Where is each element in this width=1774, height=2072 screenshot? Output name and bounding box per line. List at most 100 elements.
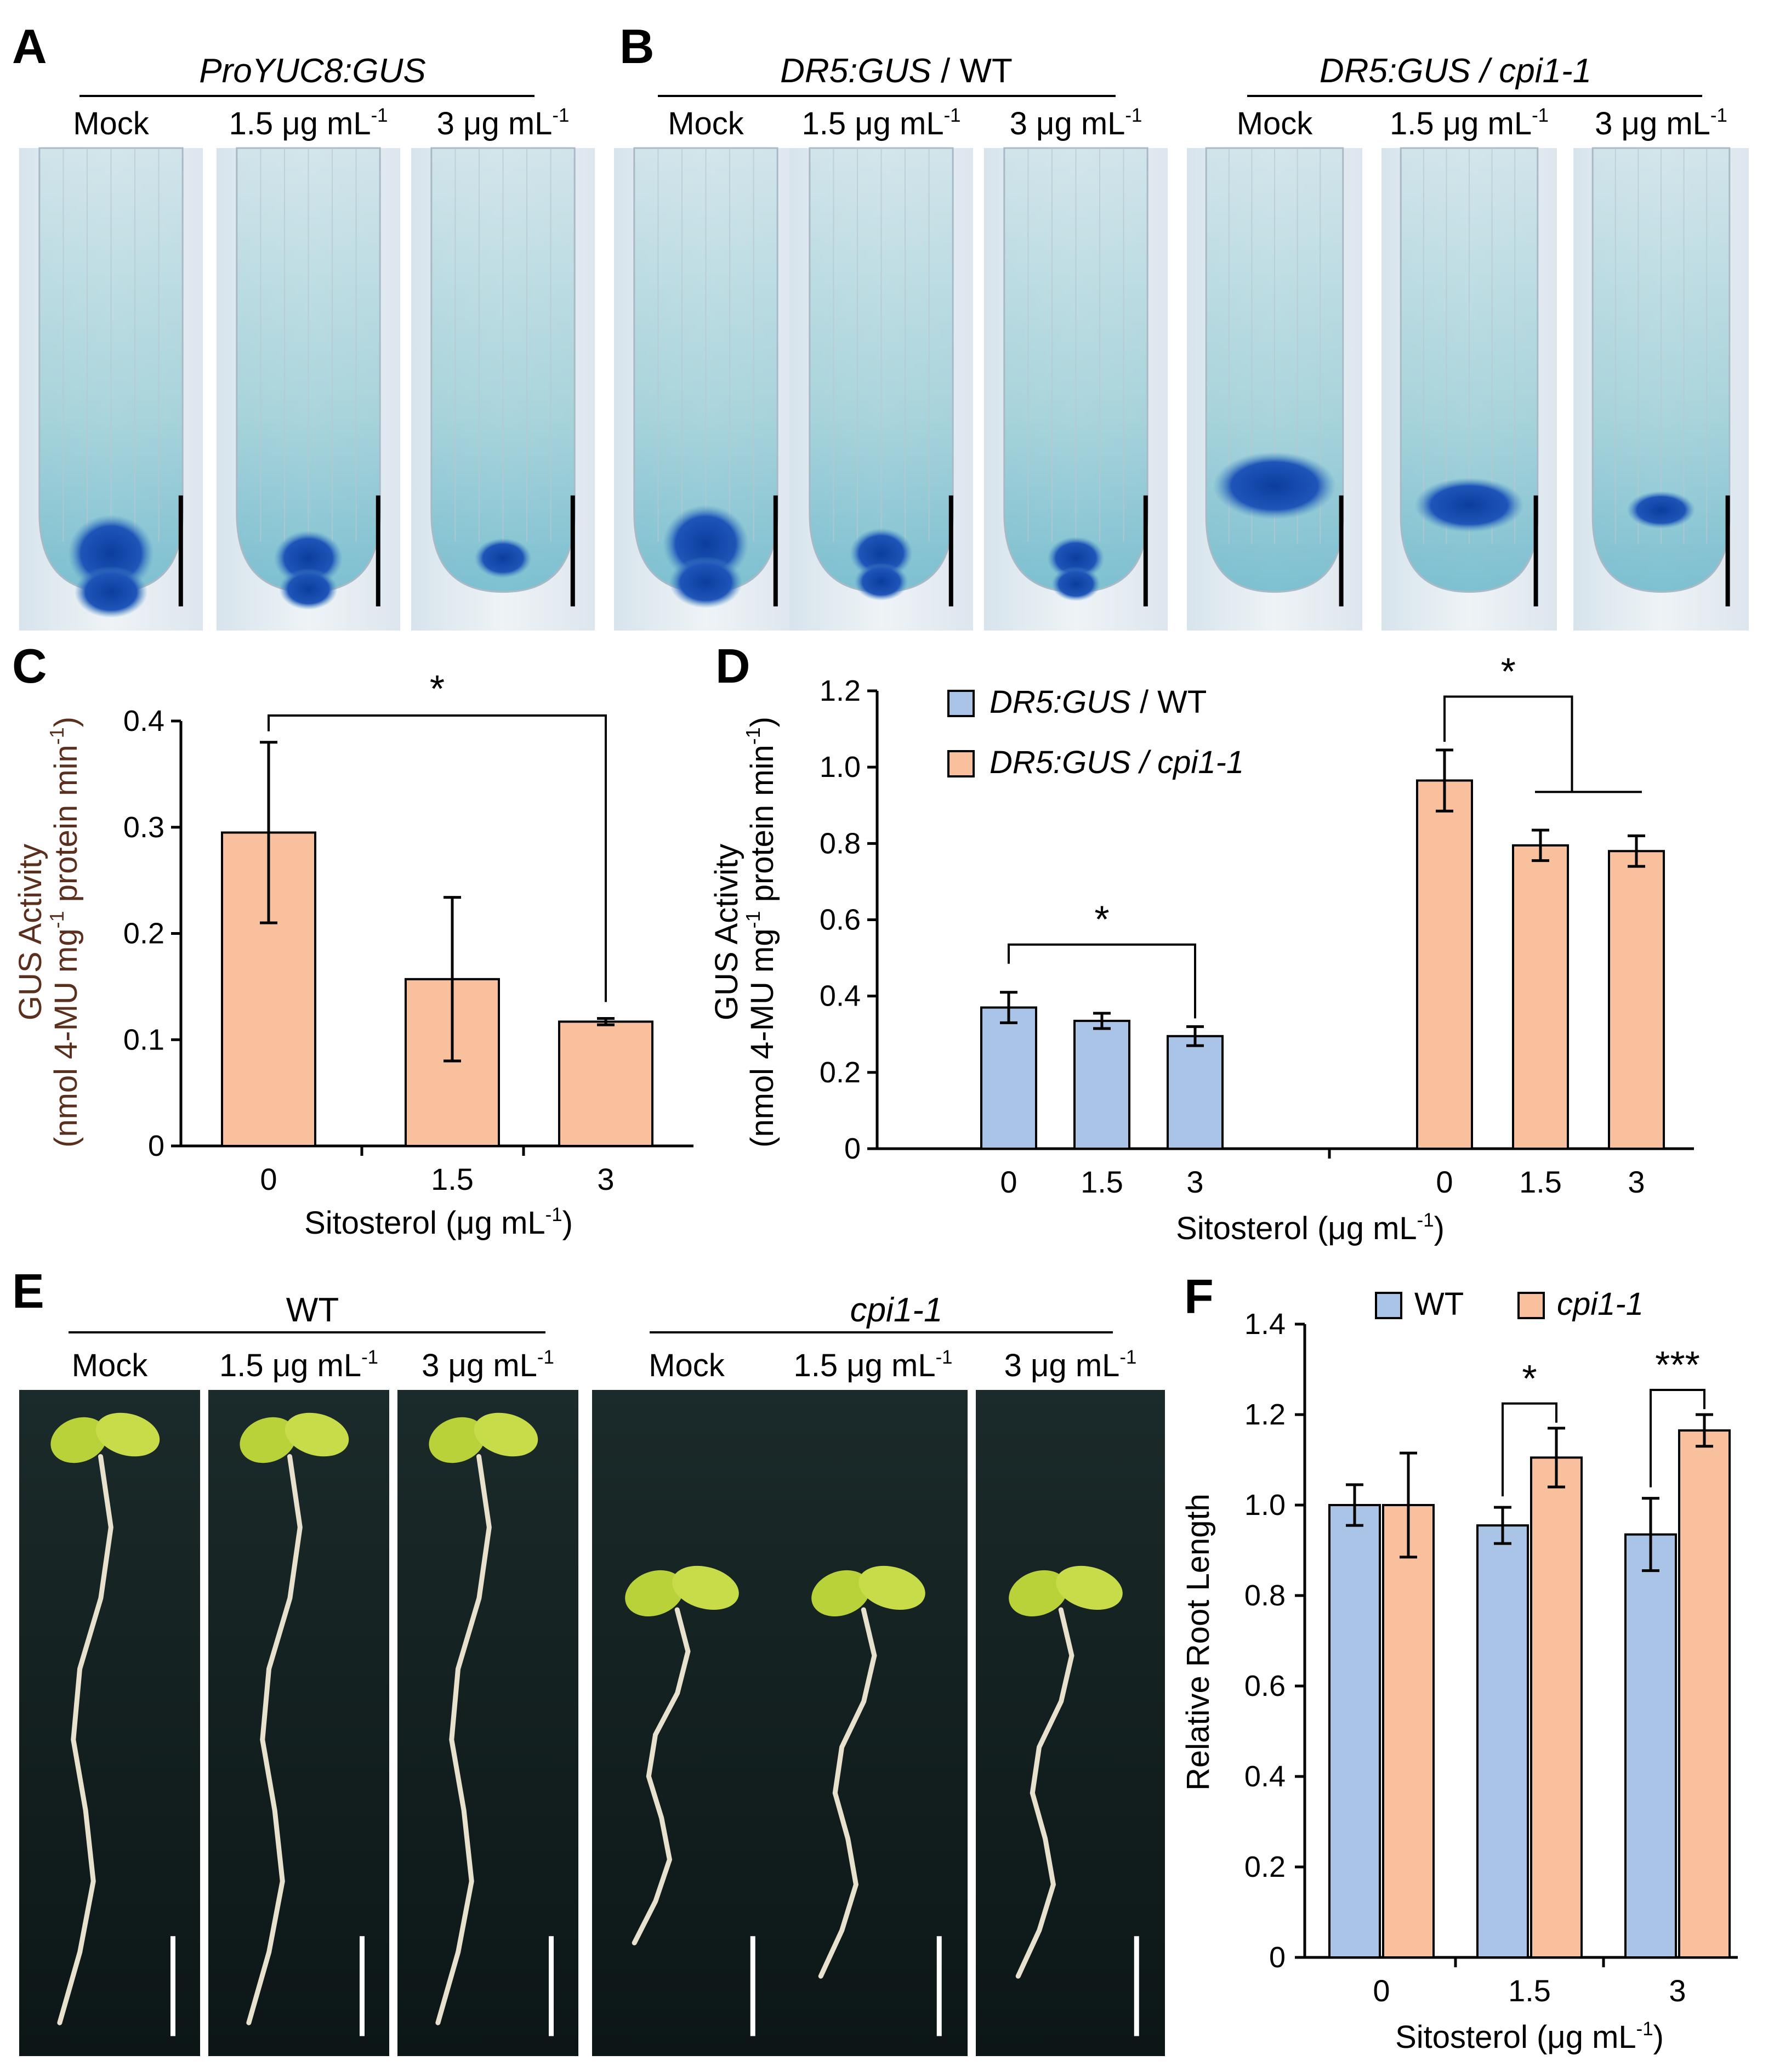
seedling-root bbox=[246, 1454, 303, 2025]
chart-f-legend-label: cpi1-1 bbox=[1557, 1286, 1644, 1322]
seedling-root bbox=[1015, 1607, 1074, 1979]
treatment-label-mock: Mock bbox=[668, 106, 744, 141]
panel-b-group-title-cpi: DR5:GUS / cpi1-1 bbox=[1320, 52, 1591, 90]
chart-c-x-axis-label: Sitosterol (μg mL-1) bbox=[304, 1204, 573, 1241]
chart-f-significance-label: * bbox=[1522, 1357, 1537, 1400]
chart-d-significance-bracket bbox=[1443, 695, 1573, 792]
chart-c: 0 0.1 0.2 0.3 0.4 0 1.5 3 * GUS Activity (nmol 4-M… bbox=[13, 667, 693, 1241]
treatment-label-mock: Mock bbox=[72, 1348, 149, 1383]
chart-d: 0 0.2 0.4 0.6 0.8 1.0 1.2 0 1.5 3 0 1.5 3 * * DR5:GUS /… bbox=[709, 650, 1694, 1246]
seedling-root bbox=[632, 1607, 691, 1945]
y-axis-label-line1: GUS Activity bbox=[13, 844, 48, 1020]
chart-d-y-tick-label: 0.6 bbox=[820, 904, 861, 936]
chart-f-y-axis-label: Relative Root Length bbox=[1180, 1494, 1216, 1791]
chart-d-bar bbox=[1073, 1019, 1130, 1150]
chart-f-legend-swatch bbox=[1517, 1292, 1545, 1319]
treatment-label-dose: 3 μg mL-1 bbox=[437, 105, 570, 141]
chart-d-x-tick-label: 0 bbox=[1436, 1165, 1453, 1199]
seedling-root bbox=[57, 1454, 113, 2025]
chart-c-x-tick-label: 0 bbox=[260, 1162, 277, 1196]
treatment-label-mock: Mock bbox=[73, 106, 150, 141]
cotyledon bbox=[1056, 1565, 1123, 1610]
chart-d-legend-swatch bbox=[947, 690, 975, 717]
chart-d-y-tick-label: 1.0 bbox=[820, 751, 861, 784]
chart-c-x-tick-label: 1.5 bbox=[431, 1162, 474, 1196]
chart-f-y-tick-label: 0.8 bbox=[1244, 1579, 1286, 1612]
chart-f: 00.20.40.60.81.01.21.40 1.5 3* ***WT cpi1-1R… bbox=[1180, 1286, 1738, 2055]
cotyledon bbox=[1009, 1570, 1068, 1617]
chart-f-bar bbox=[1382, 1504, 1435, 1959]
chart-c-y-tick-label: 0.1 bbox=[123, 1023, 164, 1056]
chart-d-significance-label: * bbox=[1501, 650, 1516, 692]
seedling-photo bbox=[208, 1390, 389, 2056]
chart-f-bar bbox=[1328, 1504, 1381, 1959]
seedling-root bbox=[818, 1607, 877, 1979]
chart-c-y-tick-label: 0.4 bbox=[123, 705, 164, 737]
chart-f-legend-swatch bbox=[1375, 1292, 1402, 1319]
chart-c-significance-label: * bbox=[430, 667, 445, 710]
root-micrograph bbox=[614, 147, 798, 631]
treatment-label-dose: 3 μg mL-1 bbox=[422, 1347, 554, 1383]
root-micrograph bbox=[217, 147, 400, 631]
panel-b-group-title-wt: DR5:GUS / WT bbox=[780, 52, 1013, 90]
chart-c-bar bbox=[558, 1020, 653, 1147]
root-micrograph bbox=[411, 147, 595, 631]
root-micrograph bbox=[984, 147, 1168, 631]
seedling-photo bbox=[778, 1390, 968, 2056]
treatment-label-mock: Mock bbox=[649, 1348, 725, 1383]
chart-f-significance-bracket bbox=[1502, 1402, 1557, 1497]
root-micrograph bbox=[19, 147, 203, 631]
chart-f-x-tick-label: 0 bbox=[1373, 1973, 1390, 2008]
chart-d-legend-label: DR5:GUS / WT bbox=[990, 684, 1207, 720]
chart-c-y-tick-label: 0.2 bbox=[123, 917, 164, 950]
chart-f-legend-label: WT bbox=[1414, 1286, 1464, 1322]
y-axis-label-line2: (nmol 4-MU mg-1 protein min-1) bbox=[46, 717, 84, 1148]
seedling-photo bbox=[397, 1390, 578, 2056]
chart-d-significance-bracket bbox=[1008, 943, 1196, 1019]
chart-d-x-tick-label: 3 bbox=[1186, 1165, 1203, 1199]
chart-f-y-tick-label: 1.4 bbox=[1244, 1308, 1286, 1341]
y-axis-label-line1: GUS Activity bbox=[709, 844, 744, 1020]
treatment-label-dose: 1.5 μg mL-1 bbox=[801, 105, 960, 141]
chart-f-y-tick-label: 0.2 bbox=[1244, 1850, 1286, 1883]
root-micrograph bbox=[789, 147, 973, 631]
chart-f-bar bbox=[1476, 1524, 1529, 1959]
chart-f-bar bbox=[1678, 1429, 1731, 1959]
panel-a-group-title: ProYUC8:GUS bbox=[199, 52, 425, 90]
panel-letter-d: D bbox=[715, 639, 750, 693]
root-micrograph bbox=[1381, 147, 1557, 631]
chart-d-y-tick-label: 0.4 bbox=[820, 980, 861, 1013]
cotyledon bbox=[672, 1565, 739, 1610]
cotyledon bbox=[625, 1570, 684, 1617]
chart-d-x-tick-label: 0 bbox=[1000, 1165, 1017, 1199]
treatment-label-dose: 3 μg mL-1 bbox=[1004, 1347, 1137, 1383]
seedling-root bbox=[435, 1454, 492, 2025]
treatment-label-dose: 3 μg mL-1 bbox=[1595, 105, 1727, 141]
panel-letter-b: B bbox=[619, 19, 655, 73]
cotyledon bbox=[95, 1412, 160, 1457]
chart-d-x-tick-label: 1.5 bbox=[1081, 1165, 1123, 1199]
chart-f-significance-bracket bbox=[1650, 1389, 1705, 1488]
chart-d-y-tick-label: 0.8 bbox=[820, 827, 861, 860]
cotyledon bbox=[429, 1417, 486, 1463]
treatment-label-dose: 1.5 μg mL-1 bbox=[229, 105, 388, 141]
chart-f-y-tick-label: 0.4 bbox=[1244, 1760, 1286, 1793]
cotyledon bbox=[474, 1412, 538, 1457]
panel-letter-e: E bbox=[12, 1264, 44, 1318]
chart-d-bar bbox=[980, 1006, 1037, 1150]
chart-d-y-tick-label: 0.2 bbox=[820, 1056, 861, 1089]
panel-letter-f: F bbox=[1184, 1269, 1214, 1324]
chart-d-legend-swatch bbox=[947, 750, 975, 777]
cotyledon bbox=[858, 1565, 925, 1610]
chart-d-x-tick-label: 3 bbox=[1628, 1165, 1645, 1199]
chart-f-y-tick-label: 1.0 bbox=[1244, 1489, 1286, 1522]
root-micrograph bbox=[1187, 147, 1362, 631]
panel-e-group-title-cpi: cpi1-1 bbox=[850, 1291, 943, 1329]
chart-f-x-tick-label: 1.5 bbox=[1508, 1973, 1551, 2008]
root-micrograph bbox=[1573, 147, 1749, 631]
chart-d-y-tick-label: 0 bbox=[844, 1132, 861, 1165]
chart-f-y-tick-label: 1.2 bbox=[1244, 1398, 1286, 1431]
seedling-photo bbox=[19, 1390, 200, 2056]
cotyledon bbox=[240, 1417, 297, 1463]
